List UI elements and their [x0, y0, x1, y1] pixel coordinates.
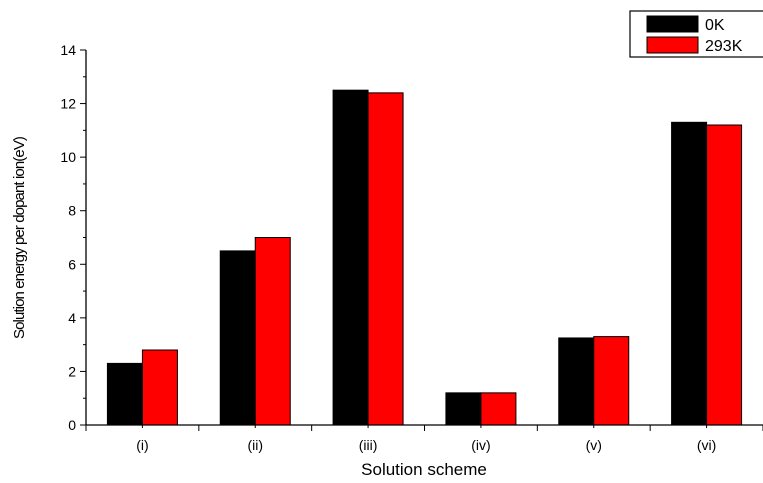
y-ticks-layer: 0 2 4 6 8 10 12 14 — [60, 42, 86, 433]
bar-293k-3 — [367, 92, 404, 426]
x-tick-label: (i) — [136, 437, 148, 453]
bars-layer — [106, 89, 743, 426]
y-tick-label: 4 — [68, 310, 76, 326]
legend-swatch-0k — [646, 15, 699, 33]
bar-293k-1 — [141, 349, 178, 426]
bar-293k-6 — [706, 124, 743, 426]
bar-0k-3 — [332, 89, 369, 426]
x-tick-label: (iv) — [471, 437, 490, 453]
y-tick-label: 0 — [68, 417, 76, 433]
bar-0k-1 — [106, 362, 143, 426]
y-tick-label: 12 — [60, 96, 76, 112]
bar-293k-5 — [593, 336, 630, 426]
x-ticks-layer: (i) (ii) (iii) (iv) (v) (vi) — [85, 425, 763, 453]
y-axis-label: Solution energy per dopant ion(eV) — [11, 136, 28, 339]
y-tick-label: 14 — [60, 42, 76, 58]
bar-0k-5 — [558, 337, 595, 426]
y-tick-label: 2 — [68, 363, 76, 379]
axes-layer — [85, 50, 763, 426]
bar-293k-2 — [254, 237, 291, 426]
legend-label-293k: 293K — [705, 38, 743, 55]
y-tick-label: 10 — [60, 149, 76, 165]
bar-0k-6 — [671, 121, 708, 426]
x-tick-label: (v) — [586, 437, 602, 453]
bar-0k-4 — [445, 392, 482, 426]
bar-0k-2 — [219, 250, 256, 426]
y-tick-label: 6 — [68, 256, 76, 272]
x-tick-label: (iii) — [359, 437, 378, 453]
x-tick-label: (ii) — [247, 437, 263, 453]
legend: 0K 293K — [629, 10, 763, 58]
bar-293k-4 — [480, 392, 517, 426]
y-tick-label: 8 — [68, 203, 76, 219]
x-tick-label: (vi) — [697, 437, 716, 453]
legend-swatch-293k — [646, 36, 699, 54]
legend-label-0k: 0K — [705, 17, 725, 34]
x-axis-label: Solution scheme — [361, 460, 487, 479]
